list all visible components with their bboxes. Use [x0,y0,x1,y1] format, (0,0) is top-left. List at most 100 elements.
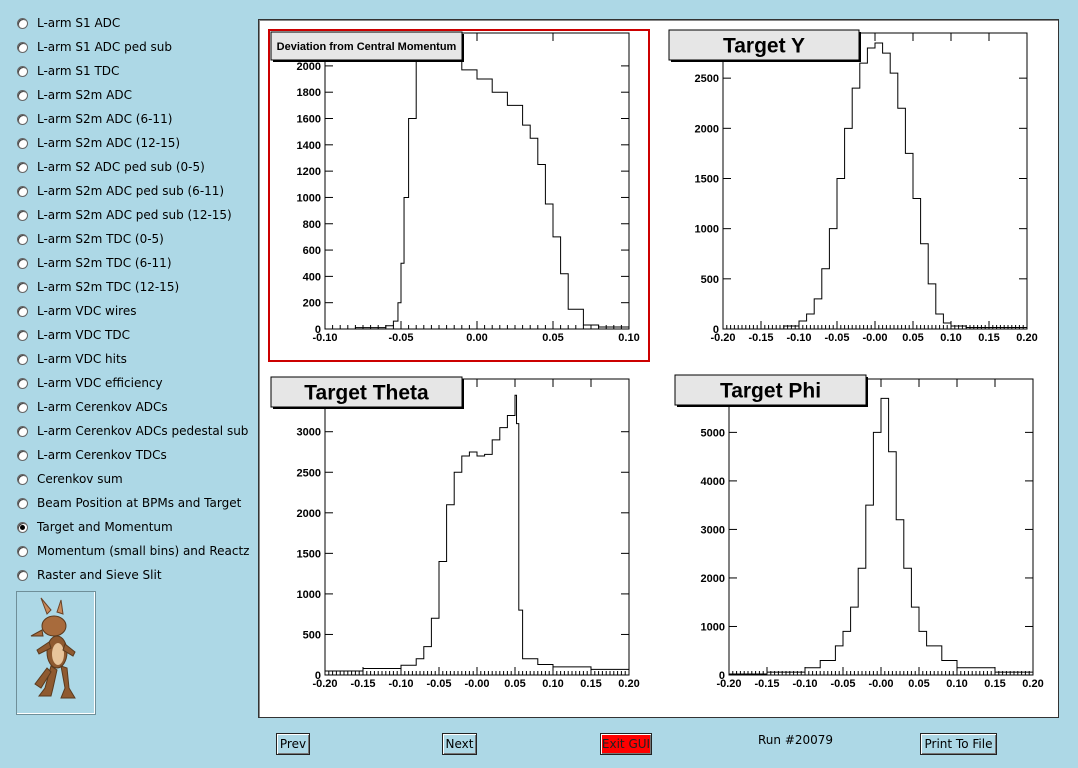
radio-option[interactable]: L-arm S1 ADC ped sub [17,36,172,58]
radio-button[interactable] [17,65,28,77]
radio-button[interactable] [17,89,28,101]
radio-button[interactable] [17,17,28,29]
radio-label: Target and Momentum [37,520,173,534]
y-tick-label: 3000 [701,524,725,536]
histogram-title: Target Phi [720,380,821,403]
radio-option[interactable]: L-arm Cerenkov ADCs [17,396,168,418]
radio-option[interactable]: L-arm VDC efficiency [17,372,163,394]
x-tick-label: -0.20 [312,678,337,690]
radio-button[interactable] [17,377,28,389]
radio-option[interactable]: L-arm S2m ADC ped sub (6-11) [17,180,224,202]
radio-label: L-arm VDC TDC [37,328,130,342]
prev-button[interactable]: Prev [276,733,310,755]
radio-option[interactable]: L-arm S2m ADC (6-11) [17,108,172,130]
x-tick-label: 0.05 [542,332,563,344]
histogram-pad[interactable]: -0.20 -0.15 -0.10 -0.05 -0.00 0.05 0.10 0.15 0.2… [674,374,1044,690]
radio-option[interactable]: L-arm VDC wires [17,300,136,322]
radio-option[interactable]: Momentum (small bins) and Reactz [17,540,249,562]
radio-option[interactable]: L-arm Cerenkov ADCs pedestal sub [17,420,248,442]
x-tick-label: -0.05 [426,678,451,690]
x-tick-label: 0.05 [902,332,923,344]
y-tick-label: 2000 [297,508,321,520]
histogram-title: Target Y [723,35,805,58]
y-tick-label: 1000 [695,224,719,236]
radio-label: L-arm S2m ADC (6-11) [37,112,173,126]
radio-button[interactable] [17,161,28,173]
radio-label: L-arm S2m ADC ped sub (6-11) [37,184,225,198]
title-box [270,376,463,408]
radio-button[interactable] [17,329,28,341]
y-tick-label: 400 [303,271,321,283]
radio-button[interactable] [17,305,28,317]
y-tick-label: 1500 [695,173,719,185]
radio-option[interactable]: L-arm S2m TDC (12-15) [17,276,179,298]
radio-option[interactable]: L-arm S2m TDC (0-5) [17,228,164,250]
radio-button[interactable] [17,449,28,461]
radio-option[interactable]: L-arm S2 ADC ped sub (0-5) [17,156,205,178]
radio-option[interactable]: L-arm S2m TDC (6-11) [17,252,172,274]
radio-button[interactable] [17,257,28,269]
radio-button[interactable] [17,401,28,413]
x-tick-label: 0.10 [618,332,639,344]
radio-button[interactable] [17,233,28,245]
radio-button[interactable] [17,137,28,149]
y-tick-label: 2000 [695,123,719,135]
radio-label: L-arm S2m TDC (12-15) [37,280,180,294]
radio-option[interactable]: L-arm VDC TDC [17,324,130,346]
coyote-icon [30,597,76,699]
y-tick-label: 1200 [297,166,321,178]
radio-button[interactable] [17,41,28,53]
radio-label: L-arm S2m ADC [37,88,132,102]
plot-frame [324,32,630,330]
radio-button[interactable] [17,209,28,221]
radio-button[interactable] [17,545,28,557]
x-tick-label: -0.10 [312,332,337,344]
x-tick-label: 0.20 [618,678,639,690]
radio-label: L-arm S2m TDC (6-11) [37,256,172,270]
radio-option[interactable]: L-arm S2m ADC (12-15) [17,132,180,154]
histogram-pad[interactable]: -0.10 -0.05 0.00 0.05 0.10 0 200 400 600 800 1000 1… [268,29,650,362]
radio-label: L-arm VDC efficiency [37,376,163,390]
radio-option[interactable]: Cerenkov sum [17,468,123,490]
radio-label: Cerenkov sum [37,472,123,486]
y-tick-label: 1400 [297,140,321,152]
histogram-pad[interactable]: -0.20 -0.15 -0.10 -0.05 -0.00 0.05 0.10 0.15 0.2… [270,376,640,690]
radio-option[interactable]: L-arm Cerenkov TDCs [17,444,167,466]
y-tick-label: 200 [303,298,321,310]
radio-option[interactable]: L-arm S1 TDC [17,60,119,82]
radio-button[interactable] [17,425,28,437]
x-tick-label: -0.10 [388,678,413,690]
radio-option[interactable]: Target and Momentum [17,516,173,538]
plot-frame [722,32,1028,330]
radio-button[interactable] [17,113,28,125]
radio-button[interactable] [17,185,28,197]
print-to-file-button[interactable]: Print To File [920,733,997,755]
radio-label: L-arm VDC wires [37,304,137,318]
x-tick-label: -0.20 [716,678,741,690]
radio-button[interactable] [17,353,28,365]
radio-button[interactable] [17,521,28,533]
histogram-line [325,41,630,330]
next-button[interactable]: Next [442,733,477,755]
histogram-line [325,394,630,672]
radio-option[interactable]: Beam Position at BPMs and Target [17,492,241,514]
radio-option[interactable]: L-arm S2m ADC ped sub (12-15) [17,204,232,226]
x-tick-label: -0.00 [464,678,489,690]
x-tick-label: -0.05 [824,332,849,344]
radio-button[interactable] [17,473,28,485]
radio-option[interactable]: L-arm S2m ADC [17,84,132,106]
radio-button[interactable] [17,281,28,293]
y-tick-label: 0 [713,324,719,336]
x-tick-label: -0.00 [862,332,887,344]
plot-frame [324,378,630,676]
x-tick-label: 0.05 [504,678,525,690]
histogram-pad[interactable]: -0.20 -0.15 -0.10 -0.05 -0.00 0.05 0.10 0.15 0.2… [668,29,1038,344]
x-tick-label: 0.20 [1022,678,1043,690]
radio-option[interactable]: L-arm S1 ADC [17,12,120,34]
radio-option[interactable]: Raster and Sieve Slit [17,564,162,586]
radio-button[interactable] [17,497,28,509]
radio-button[interactable] [17,569,28,581]
exit-gui-button[interactable]: Exit GUI [600,733,652,755]
radio-option[interactable]: L-arm VDC hits [17,348,127,370]
x-tick-label: -0.00 [868,678,893,690]
